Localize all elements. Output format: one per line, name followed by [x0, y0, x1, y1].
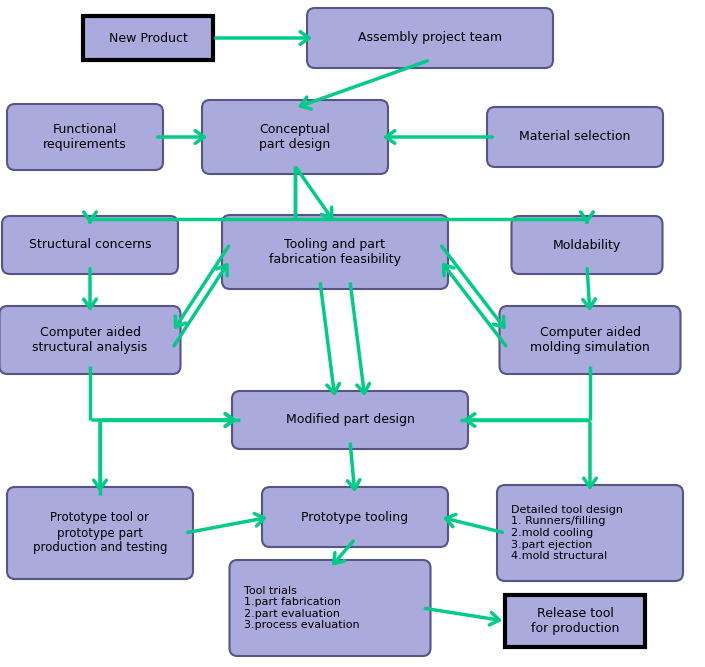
Text: Tooling and part
fabrication feasibility: Tooling and part fabrication feasibility: [269, 238, 401, 266]
Bar: [505, 595, 645, 647]
Text: Prototype tooling: Prototype tooling: [302, 510, 409, 524]
Text: Prototype tool or
prototype part
production and testing: Prototype tool or prototype part product…: [32, 512, 167, 554]
FancyBboxPatch shape: [497, 485, 683, 581]
FancyBboxPatch shape: [307, 8, 553, 68]
FancyBboxPatch shape: [7, 487, 193, 579]
FancyBboxPatch shape: [512, 216, 663, 274]
Text: Tool trials
1.part fabrication
2.part evaluation
3.process evaluation: Tool trials 1.part fabrication 2.part ev…: [243, 586, 359, 630]
FancyBboxPatch shape: [202, 100, 388, 174]
Text: Material selection: Material selection: [520, 131, 631, 143]
FancyBboxPatch shape: [232, 391, 468, 449]
FancyBboxPatch shape: [487, 107, 663, 167]
FancyBboxPatch shape: [222, 215, 448, 289]
FancyBboxPatch shape: [7, 104, 163, 170]
Text: Conceptual
part design: Conceptual part design: [259, 123, 331, 151]
FancyBboxPatch shape: [0, 306, 180, 374]
Text: Computer aided
structural analysis: Computer aided structural analysis: [32, 326, 147, 354]
Text: Assembly project team: Assembly project team: [358, 31, 502, 45]
Text: Functional
requirements: Functional requirements: [43, 123, 127, 151]
Text: Release tool
for production: Release tool for production: [531, 607, 619, 635]
Text: Structural concerns: Structural concerns: [29, 239, 152, 251]
Text: New Product: New Product: [109, 31, 188, 45]
Text: Modified part design: Modified part design: [286, 414, 415, 426]
Text: Computer aided
molding simulation: Computer aided molding simulation: [530, 326, 650, 354]
Text: Detailed tool design
1. Runners/filling
2.mold cooling
3.part ejection
4.mold st: Detailed tool design 1. Runners/filling …: [511, 505, 623, 561]
FancyBboxPatch shape: [500, 306, 680, 374]
FancyBboxPatch shape: [230, 560, 431, 656]
FancyBboxPatch shape: [2, 216, 178, 274]
Bar: [83, 16, 213, 60]
Text: Moldability: Moldability: [553, 239, 621, 251]
FancyBboxPatch shape: [262, 487, 448, 547]
